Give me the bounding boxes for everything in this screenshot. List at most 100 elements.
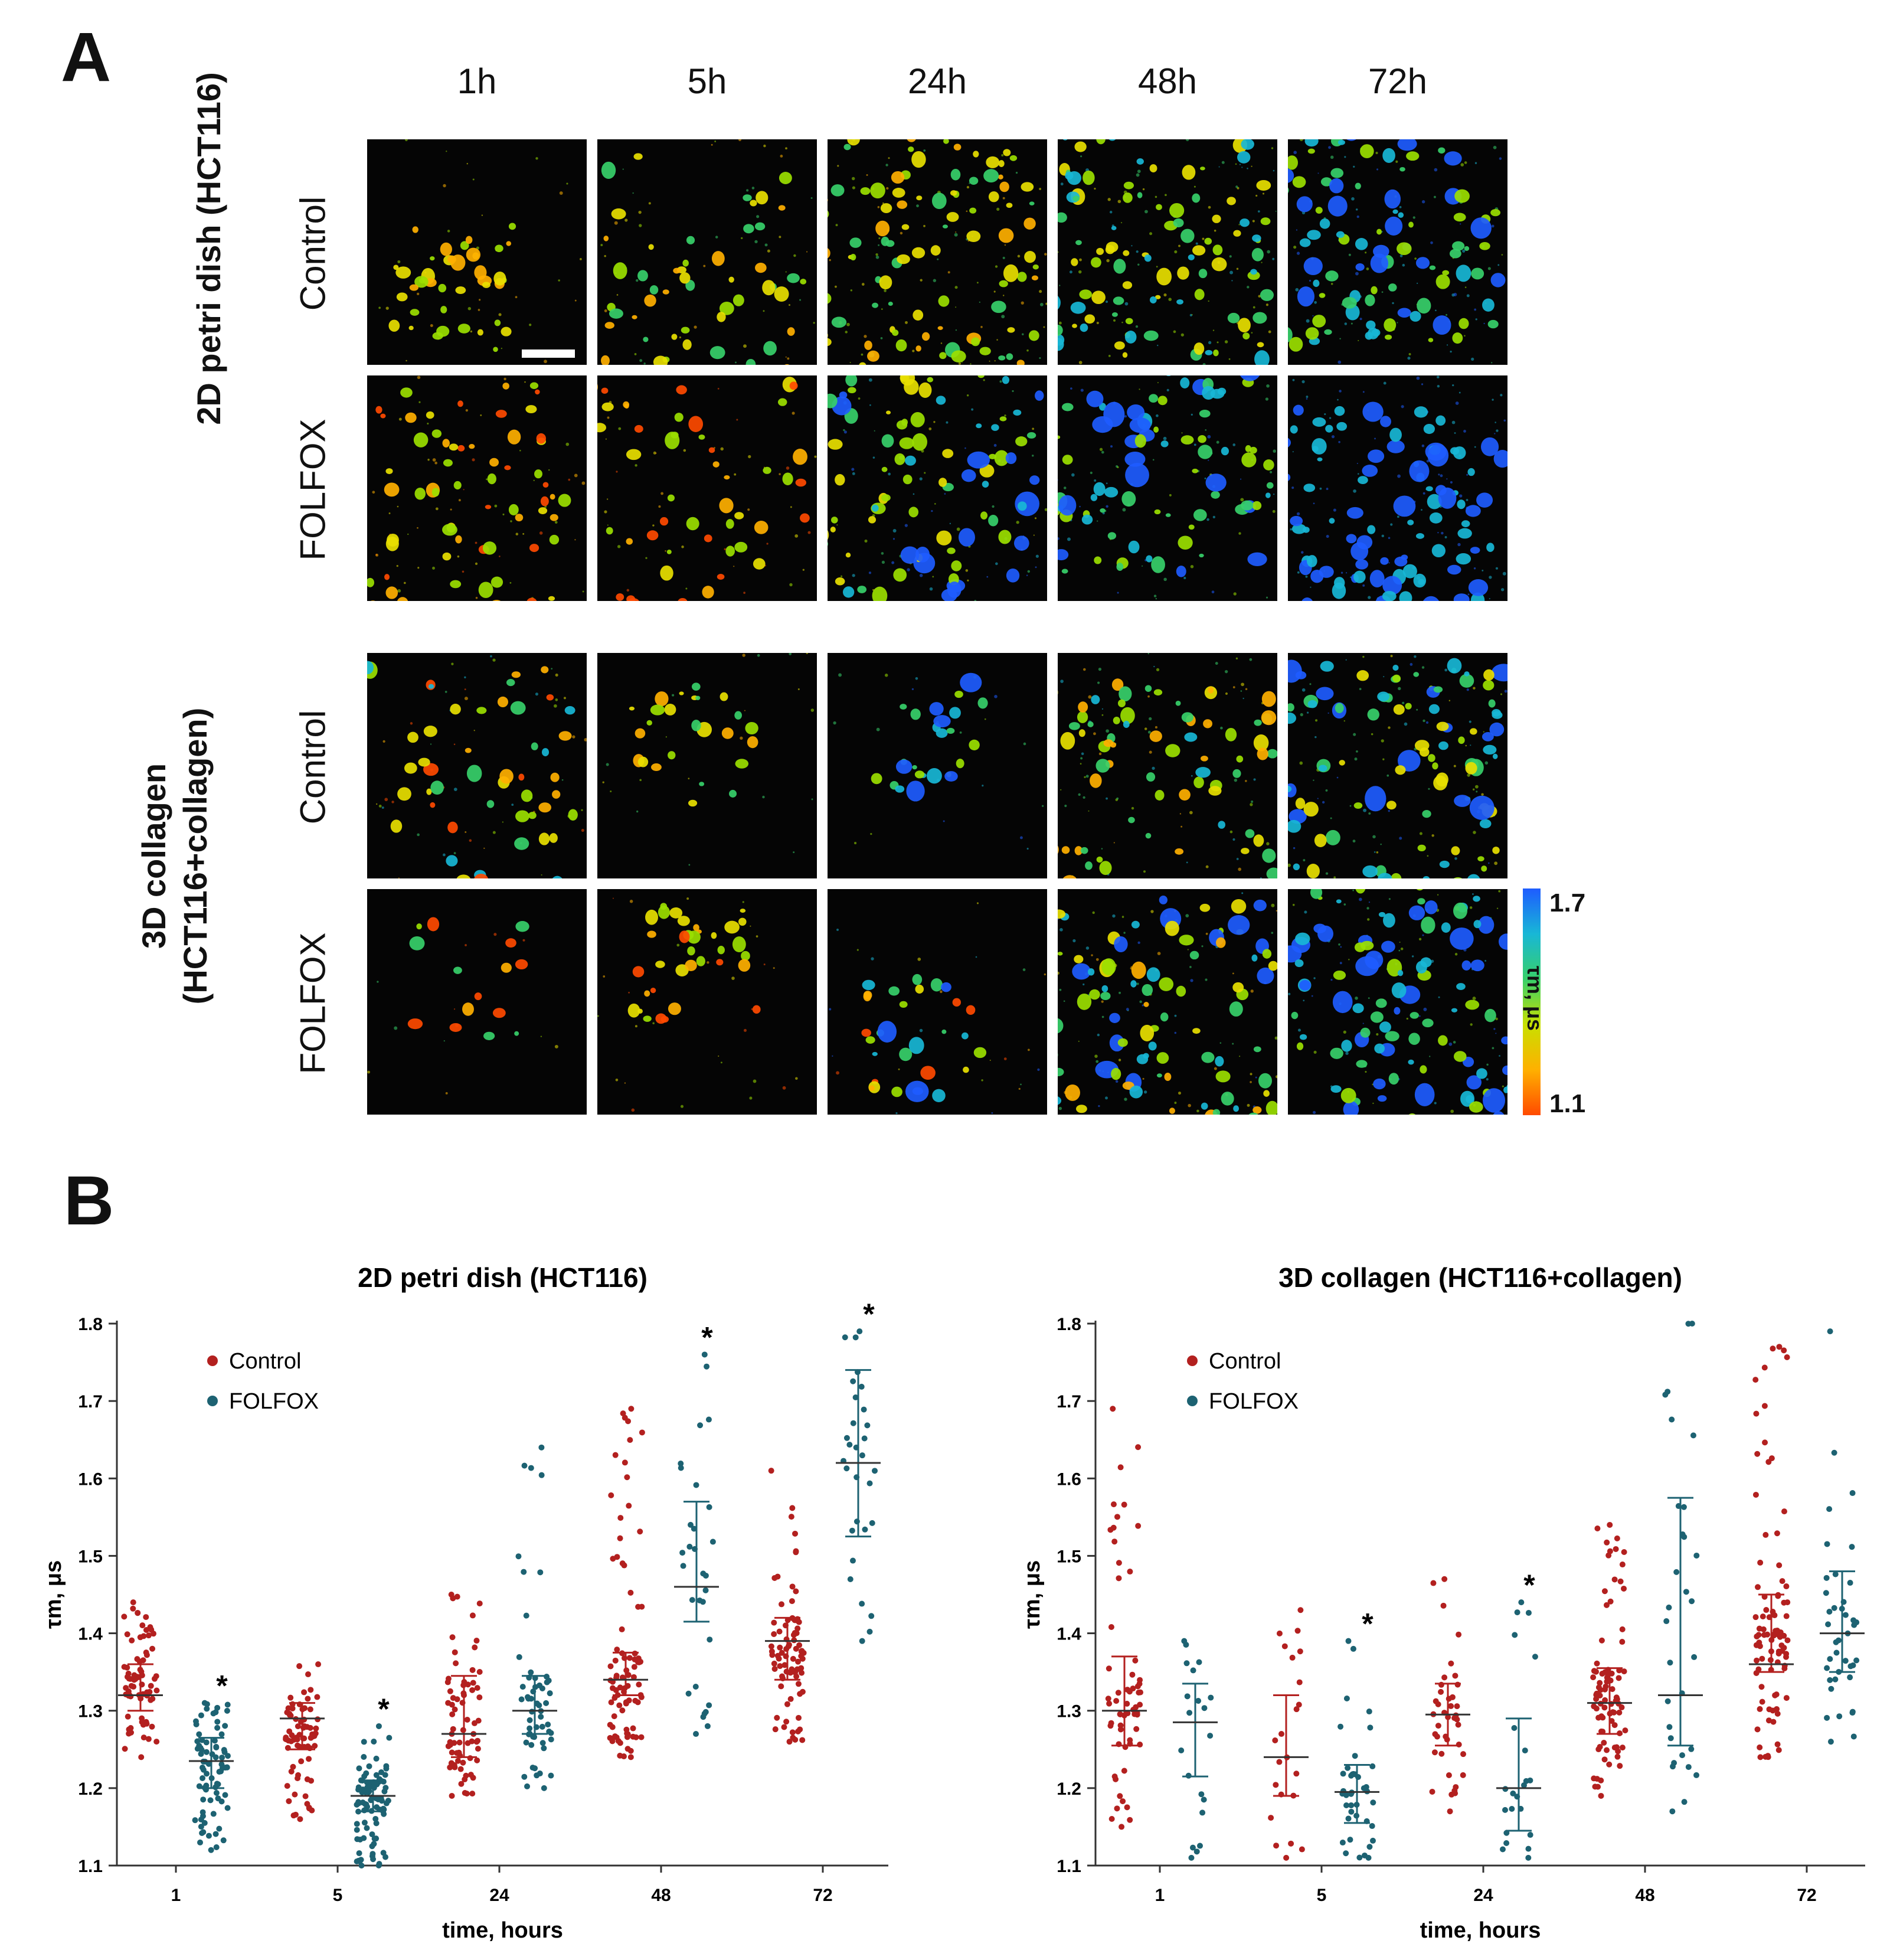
data-point [771,1665,778,1672]
data-point [1680,1504,1687,1510]
data-point [148,1683,154,1689]
data-point [534,1772,540,1779]
data-point [1116,1575,1122,1582]
data-point [469,1667,476,1673]
x-tick-label: 24 [489,1886,509,1905]
data-point [201,1819,208,1826]
data-point [355,1808,362,1815]
data-point [1591,1703,1597,1710]
data-point [789,1583,796,1590]
data-point [1614,1753,1621,1760]
data-point [1832,1676,1839,1683]
data-point [200,1775,206,1782]
data-point [633,1734,639,1740]
data-point [789,1598,795,1605]
data-point [1847,1674,1853,1681]
chart-title: 3D collagen (HCT116+collagen) [1278,1262,1682,1293]
data-point [794,1617,800,1623]
data-point [1664,1698,1671,1704]
data-point [1119,1824,1125,1830]
data-point [298,1758,305,1765]
timepoint-label-1h: 1h [457,61,497,101]
significance-marker: * [1362,1608,1374,1641]
data-point [1523,1778,1529,1784]
data-point [1447,1808,1453,1815]
data-point [515,1553,522,1560]
data-point [778,1683,784,1690]
data-point [1276,1759,1283,1765]
data-point [313,1725,319,1732]
data-point [204,1701,210,1707]
data-point [547,1690,553,1697]
data-point [458,1781,465,1787]
data-point [1755,1666,1762,1672]
data-point [687,1521,694,1528]
micrograph-tile [828,889,1047,1115]
data-point [607,1734,613,1741]
data-point [1460,1751,1467,1758]
y-tick-label: 1.1 [78,1857,103,1876]
data-point [847,1576,853,1583]
data-point [1108,1815,1115,1822]
data-point [1366,1844,1373,1850]
y-tick-label: 1.8 [78,1315,103,1334]
data-point [470,1680,476,1686]
data-point [1127,1737,1133,1743]
data-point [1339,1840,1346,1846]
micrograph-tile [1058,375,1277,601]
data-point [1823,1590,1829,1596]
data-point [121,1664,127,1670]
data-point [1115,1690,1121,1696]
data-point [1356,1854,1363,1861]
data-point [207,1797,214,1804]
data-point [1847,1663,1854,1670]
data-point [1853,1657,1860,1664]
data-point [1604,1539,1610,1546]
data-point [866,1480,873,1487]
data-point [295,1742,301,1749]
data-point [543,1700,550,1706]
data-point [1370,1799,1376,1806]
data-point [454,1593,460,1600]
data-point [1369,1837,1376,1844]
data-point [449,1701,455,1708]
data-point [1760,1626,1767,1632]
y-tick-label: 1.2 [78,1779,103,1799]
data-point [453,1660,459,1667]
data-point [1592,1783,1598,1790]
legend-marker-control [1187,1355,1198,1366]
data-point [222,1792,228,1798]
data-point [1836,1713,1843,1720]
data-point [541,1745,547,1752]
panel-a-letter: A [61,18,112,96]
data-point [361,1819,368,1826]
data-point [1367,1724,1374,1731]
group-label-3d-line2: (HCT116+collagen) [176,707,214,1005]
data-point [1273,1843,1280,1849]
data-point [704,1363,710,1370]
data-point [124,1674,130,1680]
data-point [224,1805,231,1811]
data-point [639,1603,645,1610]
data-point [1345,1765,1351,1771]
micrograph-tile [367,653,587,878]
data-point [1502,1807,1508,1813]
data-point [1272,1737,1278,1743]
data-point [1824,1541,1830,1547]
data-point [366,1763,372,1769]
data-point [1619,1562,1626,1568]
data-point [210,1811,217,1817]
data-point [1126,1688,1133,1695]
data-point [525,1694,531,1700]
data-point [139,1622,146,1629]
data-point [1679,1752,1686,1759]
data-point [1602,1697,1608,1703]
data-point [545,1721,551,1728]
data-point [290,1763,296,1770]
timepoint-label-48h: 48h [1137,61,1198,101]
data-point [382,1785,389,1791]
data-point [862,1526,868,1533]
data-point [1758,1684,1765,1690]
data-point [1757,1754,1764,1760]
data-point [474,1757,480,1763]
